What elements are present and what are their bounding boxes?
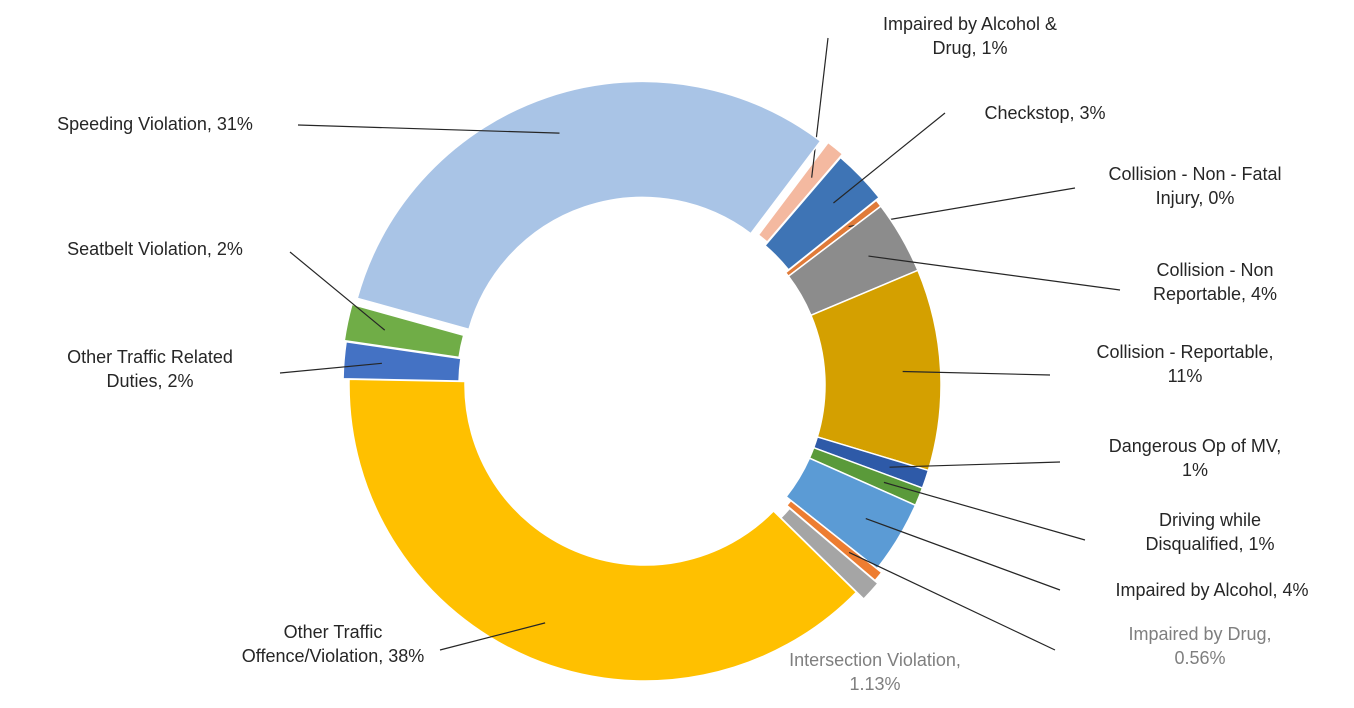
data-label: Other Traffic Offence/Violation, 38% <box>241 622 425 666</box>
data-label: Collision - Non Reportable, 4% <box>1152 260 1278 304</box>
data-label: Checkstop, 3% <box>984 103 1106 123</box>
data-label: Impaired by Alcohol & Drug, 1% <box>882 14 1058 58</box>
data-label: Seatbelt Violation, 2% <box>67 239 243 259</box>
data-label: Collision - Reportable, 11% <box>1096 342 1274 386</box>
data-label: Impaired by Alcohol, 4% <box>1115 580 1309 600</box>
data-label: Speeding Violation, 31% <box>57 114 253 134</box>
leader-line <box>902 370 1051 376</box>
leader-line <box>289 251 386 331</box>
leader-line <box>883 481 1086 541</box>
leader-line <box>889 461 1061 468</box>
leader-line <box>848 551 1056 651</box>
donut-slice <box>343 303 465 359</box>
data-label: Driving while Disqualified, 1% <box>1145 510 1275 554</box>
data-label: Dangerous Op of MV, 1% <box>1108 436 1282 480</box>
leader-line <box>297 124 560 134</box>
leader-line <box>833 112 946 204</box>
leader-line <box>868 255 1121 291</box>
leader-line <box>279 362 382 374</box>
data-label: Impaired by Drug, 0.56% <box>1128 624 1272 668</box>
leader-line <box>811 37 829 178</box>
leader-line <box>439 622 546 651</box>
donut-slice <box>356 80 822 331</box>
donut-slice <box>348 378 858 682</box>
leader-line <box>865 517 1061 591</box>
data-label: Other Traffic Related Duties, 2% <box>67 347 233 391</box>
data-label: Intersection Violation, 1.13% <box>789 650 961 694</box>
donut-slice <box>785 499 883 582</box>
data-label: Collision - Non - Fatal Injury, 0% <box>1108 164 1282 208</box>
